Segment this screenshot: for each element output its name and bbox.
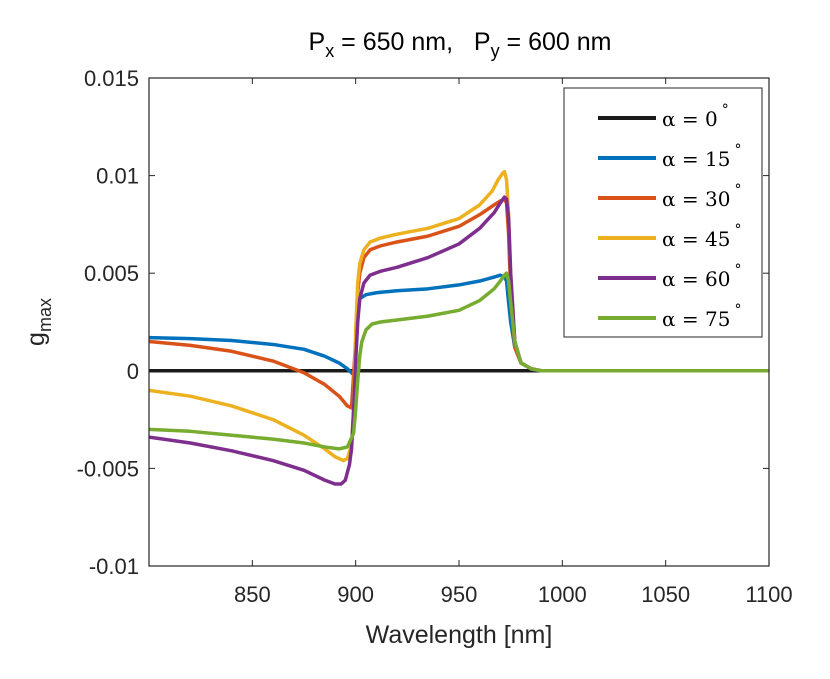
title-sub-y: y <box>491 41 500 61</box>
legend-label-3: α = 45 ° <box>662 222 741 251</box>
y-axis-label-base: g <box>22 332 50 346</box>
x-tick-label: 850 <box>234 582 271 607</box>
legend-label-1: α = 15 ° <box>662 142 741 171</box>
series-line-5 <box>149 271 769 451</box>
y-tick-label: -0.005 <box>77 456 139 481</box>
tick-labels: 850 900 950 1000 1050 1100 -0.01 -0.005 0 0.005 0.… <box>77 66 793 607</box>
y-axis-label: gmax <box>22 298 55 346</box>
legend-label-4: α = 60 ° <box>662 262 741 291</box>
y-tick-label: 0.01 <box>96 164 139 189</box>
legend-label-5: α = 75 ° <box>662 302 741 331</box>
x-tick-label: 900 <box>337 582 374 607</box>
y-tick-label: -0.01 <box>89 554 139 579</box>
y-tick-label: 0.015 <box>84 66 139 91</box>
y-tick-label: 0.005 <box>84 261 139 286</box>
y-axis-label-sub: max <box>35 298 55 332</box>
legend: α = 0 ° α = 15 ° α = 30 ° α = 45 ° α = 60 ° α = 75… <box>563 87 763 338</box>
title-p1: P <box>309 28 326 56</box>
x-tick-label: 1000 <box>538 582 587 607</box>
chart-title: Px = 650 nm, Py = 600 nm <box>309 28 612 61</box>
title-mid: = 650 nm, <box>334 28 474 56</box>
legend-label-0: α = 0 ° <box>662 102 729 131</box>
x-tick-label: 1050 <box>641 582 690 607</box>
title-p2: P <box>474 28 491 56</box>
title-end: = 600 nm <box>500 28 612 56</box>
x-axis-label: Wavelength [nm] <box>366 621 553 649</box>
x-tick-label: 1100 <box>745 582 792 607</box>
title-sub-x: x <box>325 41 334 61</box>
y-tick-label: 0 <box>127 359 139 384</box>
x-tick-label: 950 <box>441 582 478 607</box>
legend-box <box>563 87 763 338</box>
series-lines <box>149 169 769 486</box>
legend-label-2: α = 30 ° <box>662 182 741 211</box>
plot-frame <box>148 77 770 567</box>
